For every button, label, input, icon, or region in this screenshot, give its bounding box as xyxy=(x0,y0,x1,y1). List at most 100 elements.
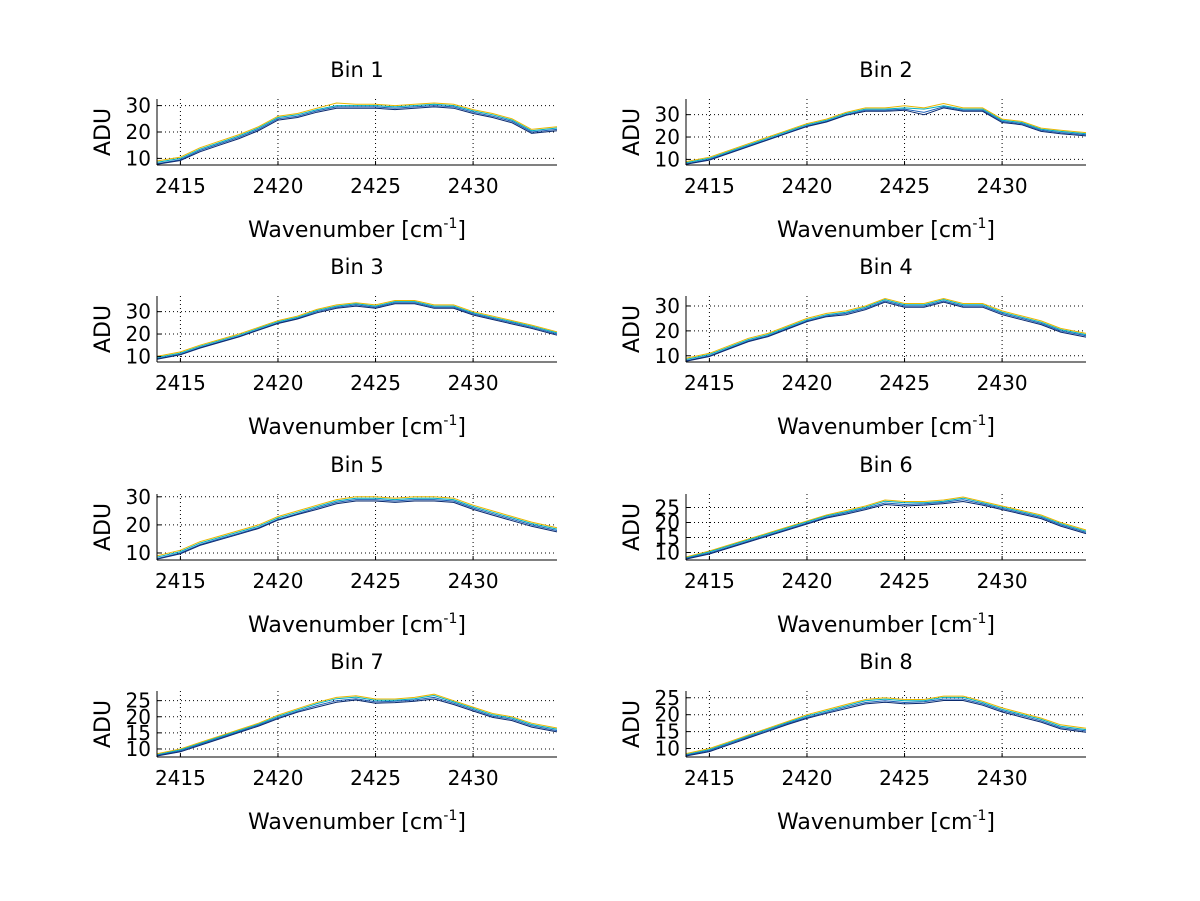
y-tick-label: 20 xyxy=(126,513,151,537)
y-tick-label: 25 xyxy=(655,686,680,710)
y-axis-label: ADU xyxy=(620,503,645,551)
y-tick-label: 20 xyxy=(655,125,680,149)
y-tick-label: 30 xyxy=(126,485,151,509)
series-line-1 xyxy=(156,496,558,557)
series-line-3 xyxy=(685,499,1087,559)
x-tick-label: 2430 xyxy=(448,371,499,395)
y-tick-label: 15 xyxy=(126,721,151,745)
chart-title: Bin 8 xyxy=(859,650,913,674)
y-tick-label: 15 xyxy=(655,526,680,550)
y-axis-label: ADU xyxy=(91,503,116,551)
x-tick-label: 2425 xyxy=(879,569,930,593)
series-line-3 xyxy=(156,499,558,560)
chart-title: Bin 5 xyxy=(330,453,384,477)
chart-title: Bin 2 xyxy=(859,58,913,82)
y-tick-label: 10 xyxy=(655,541,680,565)
y-tick-label: 10 xyxy=(126,344,151,368)
y-tick-label: 10 xyxy=(126,541,151,565)
x-axis-label: Wavenumber [cm-1] xyxy=(248,413,466,440)
x-tick-label: 2430 xyxy=(977,569,1028,593)
x-tick-label: 2420 xyxy=(253,569,304,593)
series-line-1 xyxy=(685,102,1087,163)
x-tick-label: 2420 xyxy=(253,371,304,395)
y-tick-label: 10 xyxy=(126,737,151,761)
x-tick-label: 2425 xyxy=(350,569,401,593)
series-line-3 xyxy=(156,302,558,360)
series-line-1 xyxy=(156,300,558,357)
series-line-2 xyxy=(156,301,558,358)
chart-title: Bin 4 xyxy=(859,255,913,279)
chart-title: Bin 3 xyxy=(330,255,384,279)
chart-title: Bin 1 xyxy=(330,58,384,82)
chart-title: Bin 6 xyxy=(859,453,913,477)
x-tick-label: 2415 xyxy=(684,371,735,395)
series-line-3 xyxy=(685,300,1087,362)
series-line-3 xyxy=(156,105,558,165)
series-line-2 xyxy=(685,105,1087,164)
x-tick-label: 2415 xyxy=(155,569,206,593)
y-tick-label: 30 xyxy=(655,103,680,127)
series-line-1 xyxy=(685,695,1087,755)
x-tick-label: 2420 xyxy=(782,174,833,198)
series-line-4 xyxy=(156,106,558,165)
x-axis-label: Wavenumber [cm-1] xyxy=(777,216,995,243)
chart-title: Bin 7 xyxy=(330,650,384,674)
y-tick-label: 30 xyxy=(655,294,680,318)
x-tick-label: 2420 xyxy=(782,569,833,593)
y-tick-label: 25 xyxy=(655,496,680,520)
x-tick-label: 2425 xyxy=(350,371,401,395)
x-axis-label: Wavenumber [cm-1] xyxy=(248,611,466,638)
x-axis-label: Wavenumber [cm-1] xyxy=(248,808,466,835)
x-tick-label: 2430 xyxy=(448,174,499,198)
series-line-3 xyxy=(685,106,1087,165)
y-tick-label: 20 xyxy=(126,705,151,729)
x-tick-label: 2420 xyxy=(253,766,304,790)
y-axis-label: ADU xyxy=(620,700,645,748)
y-tick-label: 30 xyxy=(126,94,151,118)
x-tick-label: 2430 xyxy=(448,766,499,790)
series-line-2 xyxy=(156,497,558,558)
x-tick-label: 2425 xyxy=(350,766,401,790)
series-line-4 xyxy=(156,698,558,757)
y-tick-label: 10 xyxy=(655,737,680,761)
y-tick-label: 10 xyxy=(655,147,680,171)
x-tick-label: 2415 xyxy=(155,174,206,198)
y-tick-label: 20 xyxy=(126,322,151,346)
series-line-2 xyxy=(685,299,1087,360)
x-tick-label: 2430 xyxy=(977,766,1028,790)
series-line-1 xyxy=(685,297,1087,359)
x-axis-label: Wavenumber [cm-1] xyxy=(777,413,995,440)
y-tick-label: 30 xyxy=(126,300,151,324)
x-tick-label: 2425 xyxy=(879,766,930,790)
y-tick-label: 15 xyxy=(655,720,680,744)
chart-panel-5: Bin 5 2415 2420 2425 2430 10 20 30 Wavenumber [c… xyxy=(91,453,558,638)
series-line-4 xyxy=(156,303,558,360)
series-line-4 xyxy=(685,301,1087,362)
x-tick-label: 2415 xyxy=(684,174,735,198)
x-tick-label: 2425 xyxy=(350,174,401,198)
x-axis-label: Wavenumber [cm-1] xyxy=(248,216,466,243)
x-tick-label: 2425 xyxy=(879,174,930,198)
y-tick-label: 10 xyxy=(655,344,680,368)
series-line-3 xyxy=(156,696,558,756)
y-tick-label: 25 xyxy=(126,689,151,713)
series-line-2 xyxy=(156,103,558,163)
y-tick-label: 20 xyxy=(655,319,680,343)
y-tick-label: 20 xyxy=(126,120,151,144)
y-tick-label: 20 xyxy=(655,511,680,535)
x-tick-label: 2430 xyxy=(977,174,1028,198)
x-tick-label: 2420 xyxy=(253,174,304,198)
y-axis-label: ADU xyxy=(620,108,645,156)
series-line-3 xyxy=(685,698,1087,756)
series-line-2 xyxy=(685,497,1087,559)
series-line-4 xyxy=(685,500,1087,560)
y-axis-label: ADU xyxy=(91,700,116,748)
y-axis-label: ADU xyxy=(91,305,116,353)
y-axis-label: ADU xyxy=(91,108,116,156)
x-axis-label: Wavenumber [cm-1] xyxy=(777,808,995,835)
x-axis-label: Wavenumber [cm-1] xyxy=(777,611,995,638)
